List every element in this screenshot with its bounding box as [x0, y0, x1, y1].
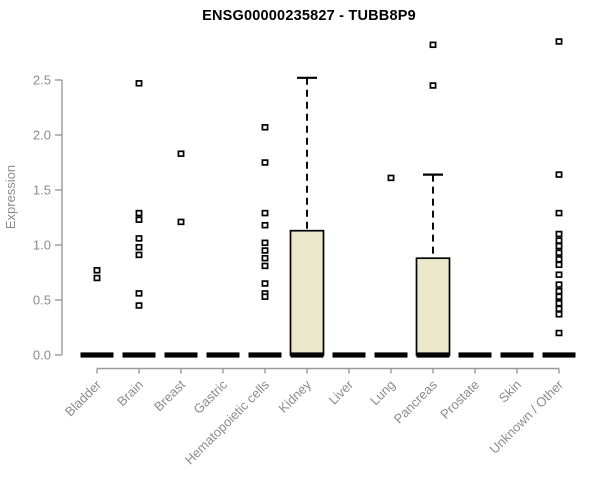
- box-pancreas: [415, 257, 451, 356]
- outlier-point-breast: [177, 218, 185, 226]
- y-tick-label: 0.0: [33, 348, 51, 363]
- x-tick-label-liver: Liver: [326, 377, 357, 408]
- y-tick-label: 0.5: [33, 293, 51, 308]
- x-tick-label-gastric: Gastric: [190, 377, 230, 417]
- outlier-point-hematopoietic-cells: [261, 239, 269, 247]
- x-tick-label-lung: Lung: [367, 377, 398, 408]
- x-tick-label-skin: Skin: [496, 377, 524, 405]
- outlier-point-unknown-other: [555, 237, 563, 244]
- median-bar-unknown-other: [542, 352, 576, 358]
- outlier-point-unknown-other: [555, 171, 563, 178]
- median-bar-hematopoietic-cells: [248, 352, 282, 358]
- x-tick-label-breast: Breast: [151, 377, 188, 414]
- outlier-point-unknown-other: [555, 230, 563, 238]
- outlier-point-hematopoietic-cells: [261, 159, 269, 166]
- outlier-point-hematopoietic-cells: [261, 280, 269, 287]
- outlier-point-unknown-other: [555, 256, 563, 263]
- outlier-point-unknown-other: [555, 305, 563, 313]
- outlier-point-hematopoietic-cells: [261, 124, 269, 131]
- outlier-point-brain: [135, 235, 143, 242]
- outlier-point-hematopoietic-cells: [261, 293, 269, 300]
- y-tick-label: 2.5: [33, 73, 51, 88]
- outlier-point-lung: [387, 174, 395, 182]
- outlier-point-brain: [135, 216, 143, 223]
- outlier-point-hematopoietic-cells: [261, 221, 269, 229]
- chart-title: ENSG00000235827 - TUBB8P9: [202, 8, 416, 24]
- outlier-point-unknown-other: [555, 281, 563, 288]
- outlier-point-brain: [135, 80, 143, 87]
- y-tick-label: 1.5: [33, 183, 51, 198]
- median-bar-bladder: [80, 352, 114, 358]
- outlier-point-unknown-other: [555, 300, 563, 307]
- outlier-point-brain: [135, 243, 143, 251]
- median-bar-breast: [164, 352, 198, 358]
- outlier-point-bladder: [93, 267, 101, 274]
- outlier-point-unknown-other: [555, 287, 563, 295]
- median-bar-pancreas: [416, 352, 450, 358]
- outlier-point-hematopoietic-cells: [261, 209, 269, 217]
- outlier-point-breast: [177, 150, 185, 157]
- y-axis-title: Expression: [3, 165, 18, 229]
- outlier-point-hematopoietic-cells: [261, 262, 269, 270]
- outlier-point-hematopoietic-cells: [261, 254, 269, 262]
- outlier-point-unknown-other: [555, 209, 563, 217]
- x-tick-label-prostate: Prostate: [437, 377, 482, 422]
- median-bar-lung: [374, 352, 408, 358]
- outlier-point-unknown-other: [555, 242, 563, 250]
- outlier-point-unknown-other: [555, 329, 563, 337]
- median-bar-brain: [122, 352, 156, 358]
- outlier-point-pancreas: [429, 82, 437, 89]
- median-bar-prostate: [458, 352, 492, 358]
- median-bar-gastric: [206, 352, 240, 358]
- outlier-point-brain: [135, 209, 143, 217]
- outlier-point-brain: [135, 302, 143, 309]
- outlier-point-bladder: [93, 274, 101, 282]
- outlier-point-unknown-other: [555, 293, 563, 300]
- outlier-point-brain: [135, 251, 143, 259]
- outlier-point-unknown-other: [555, 311, 563, 318]
- outlier-point-pancreas: [429, 41, 437, 49]
- outlier-point-unknown-other: [555, 261, 563, 269]
- x-tick-label-pancreas: Pancreas: [391, 377, 441, 427]
- outlier-point-unknown-other: [555, 249, 563, 256]
- median-bar-skin: [500, 352, 534, 358]
- x-tick-label-bladder: Bladder: [62, 377, 105, 420]
- x-tick-label-unknown-other: Unknown / Other: [487, 377, 567, 457]
- y-tick-label: 2.0: [33, 128, 51, 143]
- outlier-point-unknown-other: [555, 271, 563, 278]
- outlier-point-brain: [135, 290, 143, 297]
- outlier-point-unknown-other: [555, 38, 563, 45]
- y-tick-label: 1.0: [33, 238, 51, 253]
- x-tick-label-kidney: Kidney: [275, 377, 314, 416]
- outlier-point-hematopoietic-cells: [261, 247, 269, 254]
- median-bar-liver: [332, 352, 366, 358]
- box-kidney: [289, 229, 325, 356]
- median-bar-kidney: [290, 352, 324, 358]
- x-tick-label-brain: Brain: [114, 377, 146, 409]
